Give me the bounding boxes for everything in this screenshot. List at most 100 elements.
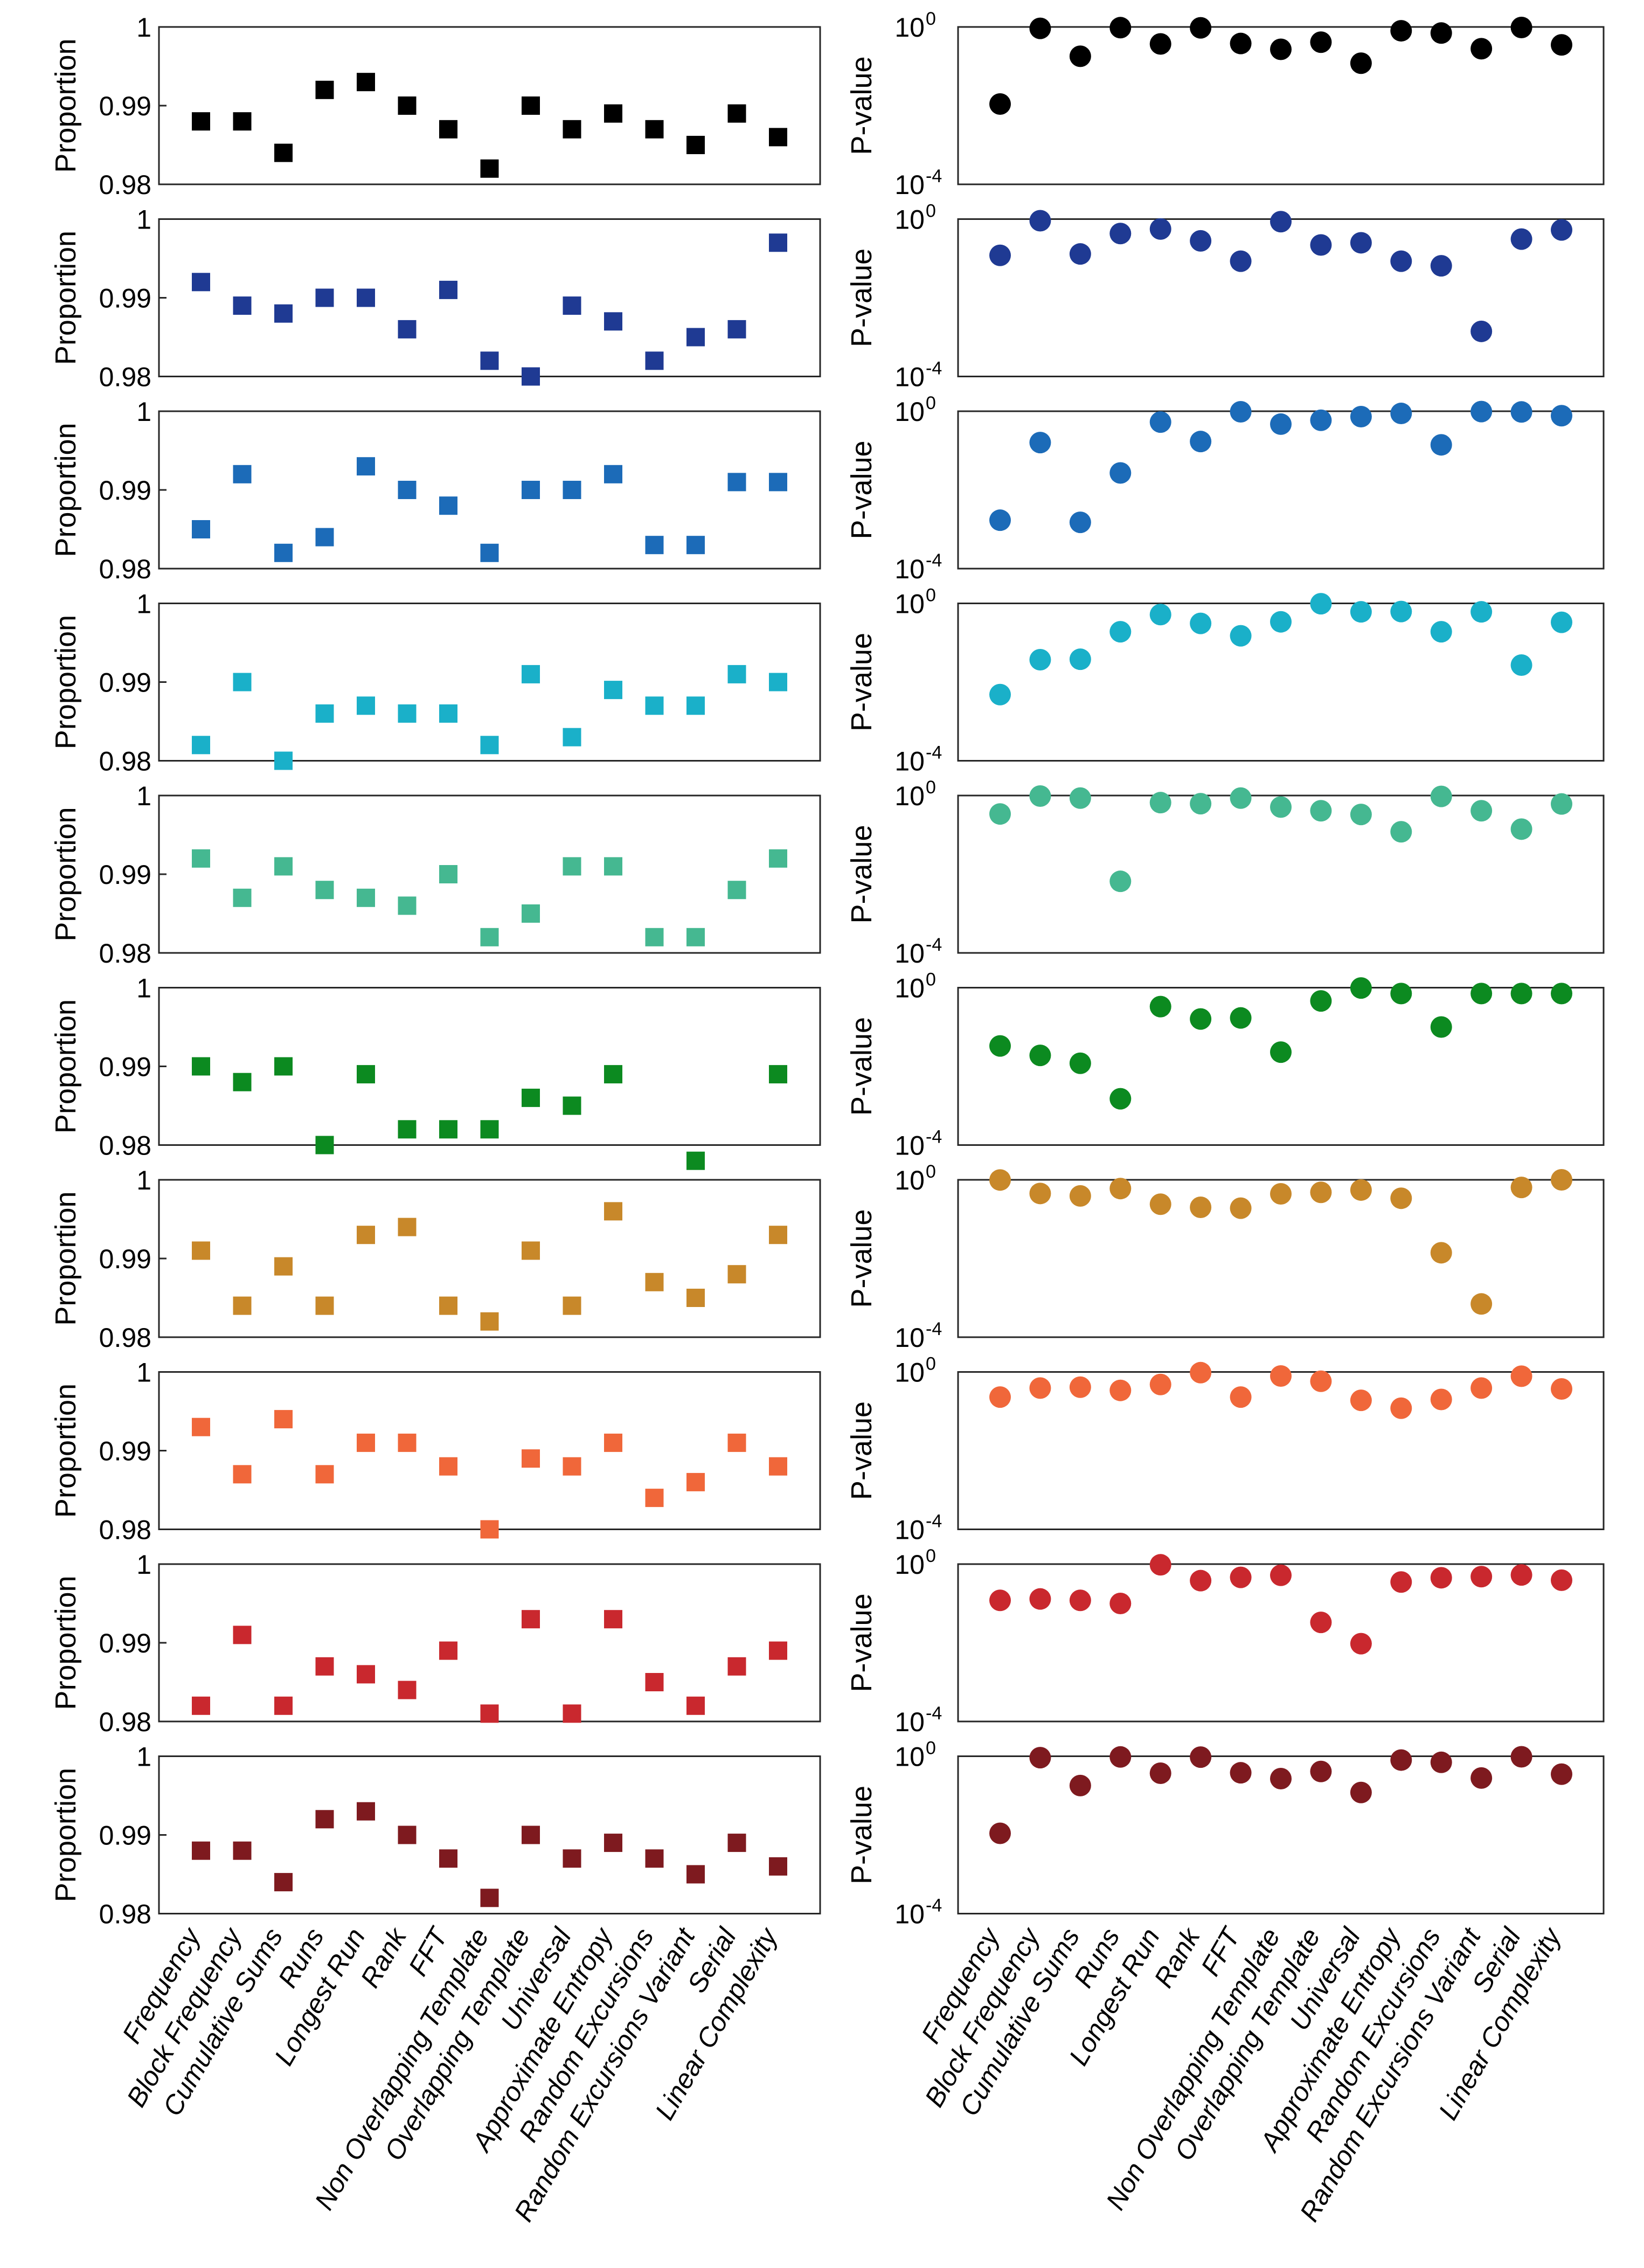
proportion-axes-box [158, 1371, 821, 1530]
pvalue-point-1-1 [989, 93, 1011, 115]
pvalue-point-10-9 [1310, 1760, 1332, 1782]
proportion-point-9-3 [274, 1696, 293, 1715]
pvalue-point-10-8 [1270, 1768, 1292, 1790]
pvalue-point-8-4 [1109, 1379, 1132, 1401]
pvalue-point-2-2 [1029, 210, 1051, 232]
pvalue-ytick-exponent: 0 [926, 9, 936, 29]
pvalue-point-1-13 [1470, 38, 1493, 60]
pvalue-point-7-1 [989, 1169, 1011, 1191]
pvalue-point-8-6 [1190, 1361, 1212, 1384]
proportion-ytick-label: 0.99 [99, 475, 151, 506]
proportion-point-7-6 [398, 1218, 417, 1236]
pvalue-ytick-exponent: 0 [926, 393, 936, 413]
pvalue-point-9-15 [1551, 1569, 1572, 1591]
pvalue-ytick-label: 10 [894, 554, 925, 584]
proportion-ytick-label: 0.98 [99, 1323, 151, 1353]
pvalue-ytick-exponent: -4 [926, 1319, 942, 1339]
proportion-point-3-4 [315, 528, 334, 547]
pvalue-point-3-15 [1551, 405, 1572, 427]
proportion-ylabel: Proportion [50, 1191, 82, 1325]
proportion-ytick-label: 0.99 [99, 1436, 151, 1467]
pvalue-point-9-7 [1230, 1566, 1252, 1588]
proportion-ylabel: Proportion [50, 231, 82, 365]
pvalue-ytick-exponent: 0 [926, 970, 936, 990]
pvalue-point-8-9 [1310, 1370, 1332, 1392]
pvalue-point-1-5 [1149, 33, 1171, 55]
pvalue-ytick-exponent: -4 [926, 550, 942, 571]
pvalue-point-6-15 [1551, 983, 1572, 1005]
proportion-ytick-label: 0.99 [99, 91, 151, 121]
proportion-point-5-14 [727, 881, 746, 900]
proportion-point-3-6 [398, 481, 417, 499]
proportion-point-7-7 [439, 1296, 457, 1315]
proportion-point-9-9 [522, 1610, 540, 1629]
pvalue-point-5-12 [1430, 785, 1452, 807]
pvalue-point-3-7 [1230, 400, 1252, 423]
proportion-ylabel: Proportion [50, 423, 82, 557]
proportion-point-8-4 [315, 1465, 334, 1484]
proportion-point-1-15 [769, 128, 787, 147]
proportion-ytick-label: 0.98 [99, 1131, 151, 1161]
proportion-point-3-14 [727, 473, 746, 492]
proportion-point-7-14 [727, 1265, 746, 1284]
pvalue-point-4-3 [1069, 648, 1091, 670]
proportion-point-6-11 [604, 1065, 622, 1084]
pvalue-point-7-5 [1149, 1193, 1171, 1215]
proportion-ytick-label: 0.99 [99, 860, 151, 890]
proportion-ytick-label: 1 [136, 205, 151, 235]
pvalue-axes-box [957, 1755, 1605, 1914]
pvalue-point-8-10 [1350, 1389, 1372, 1412]
pvalue-point-8-14 [1510, 1365, 1532, 1387]
proportion-ylabel: Proportion [50, 615, 82, 749]
pvalue-ytick-label: 10 [894, 938, 925, 969]
pvalue-point-7-8 [1270, 1183, 1292, 1205]
pvalue-point-8-12 [1430, 1388, 1452, 1410]
proportion-point-9-5 [357, 1665, 375, 1684]
pvalue-point-3-10 [1350, 405, 1372, 427]
proportion-point-8-11 [604, 1433, 622, 1452]
pvalue-point-3-4 [1109, 462, 1132, 484]
proportion-point-8-13 [686, 1472, 705, 1491]
pvalue-axes-box [957, 987, 1605, 1146]
pvalue-point-8-5 [1149, 1373, 1171, 1395]
pvalue-point-2-15 [1551, 219, 1572, 241]
proportion-point-2-5 [357, 288, 375, 307]
proportion-ylabel: Proportion [50, 1575, 82, 1710]
proportion-point-8-3 [274, 1410, 293, 1429]
pvalue-xtick-label-6: Rank [1148, 1921, 1206, 1993]
pvalue-point-5-4 [1109, 870, 1132, 893]
proportion-ytick-label: 1 [136, 12, 151, 43]
pvalue-point-6-2 [1029, 1045, 1051, 1067]
proportion-ytick-label: 1 [136, 589, 151, 619]
pvalue-point-2-4 [1109, 223, 1132, 245]
pvalue-ytick-exponent: 0 [926, 1161, 936, 1182]
pvalue-ytick-label: 10 [894, 1899, 925, 1930]
pvalue-ytick-exponent: 0 [926, 1354, 936, 1374]
proportion-point-1-2 [233, 112, 252, 131]
pvalue-point-5-1 [989, 803, 1011, 825]
proportion-point-7-9 [522, 1241, 540, 1260]
proportion-point-3-9 [522, 481, 540, 499]
proportion-point-10-2 [233, 1841, 252, 1860]
pvalue-point-3-6 [1190, 431, 1212, 453]
pvalue-point-8-7 [1230, 1386, 1252, 1408]
pvalue-ylabel: P-value [845, 1593, 878, 1692]
pvalue-point-4-2 [1029, 649, 1051, 671]
proportion-point-5-15 [769, 849, 787, 868]
pvalue-point-10-6 [1190, 1746, 1212, 1768]
pvalue-point-7-9 [1310, 1181, 1332, 1204]
pvalue-point-10-2 [1029, 1747, 1051, 1769]
proportion-xtick-label-6: Rank [355, 1921, 413, 1993]
proportion-point-8-5 [357, 1433, 375, 1452]
proportion-point-2-6 [398, 320, 417, 338]
proportion-point-7-11 [604, 1202, 622, 1221]
pvalue-point-5-11 [1390, 821, 1412, 843]
pvalue-point-7-15 [1551, 1169, 1572, 1191]
proportion-ytick-label: 0.98 [99, 362, 151, 392]
pvalue-point-4-5 [1149, 604, 1171, 626]
